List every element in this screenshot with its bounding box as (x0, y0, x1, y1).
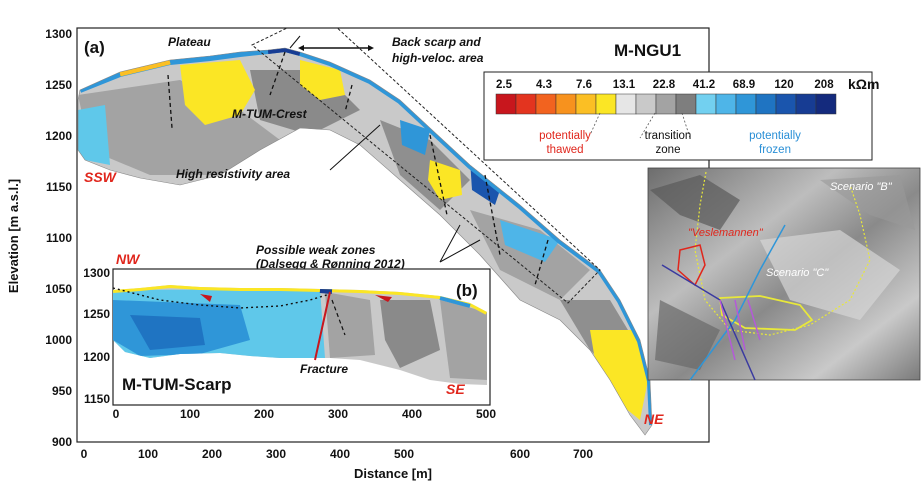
fracture-label: Fracture (300, 362, 348, 376)
legend-swatch (515, 93, 537, 115)
legend-swatch (595, 93, 617, 115)
legend-swatch (755, 93, 777, 115)
x-tick: 300 (328, 407, 348, 421)
legend-colorbar (495, 93, 837, 115)
legend-transition-1: transition (645, 130, 692, 142)
legend-thawed-2: thawed (546, 144, 583, 156)
legend-value: 13.1 (613, 79, 636, 91)
legend-swatch (795, 93, 817, 115)
back-scarp-box (251, 28, 601, 304)
panel-b-x-ticks: 0 100 200 300 400 500 (113, 407, 497, 421)
legend-value: 41.2 (693, 79, 715, 91)
x-tick: 200 (202, 447, 222, 461)
scenario-c-label: Scenario "C" (766, 267, 829, 279)
profile-name-b: M-TUM-Scarp (122, 375, 232, 394)
direction-ssw: SSW (84, 169, 118, 185)
legend-swatch (615, 93, 637, 115)
y-tick: 1100 (46, 231, 72, 245)
scenario-b-label: Scenario "B" (830, 181, 893, 193)
y-tick: 1250 (45, 78, 72, 92)
x-tick: 100 (180, 407, 200, 421)
legend-swatch (815, 93, 837, 115)
legend-swatch (675, 93, 697, 115)
direction-se: SE (446, 381, 465, 397)
legend-thawed-1: potentially (539, 130, 591, 142)
legend-swatch (555, 93, 577, 115)
y-tick: 1050 (45, 282, 72, 296)
x-tick: 200 (254, 407, 274, 421)
y-tick: 1300 (45, 27, 72, 41)
x-tick: 400 (402, 407, 422, 421)
legend-value: 68.9 (733, 79, 755, 91)
x-tick: 0 (81, 447, 88, 461)
x-tick: 400 (330, 447, 350, 461)
x-tick: 300 (266, 447, 286, 461)
x-tick: 700 (573, 447, 593, 461)
direction-ne: NE (644, 411, 664, 427)
x-axis-label: Distance [m] (354, 466, 432, 481)
legend-frozen-1: potentially (749, 130, 801, 142)
legend-value: 208 (814, 79, 834, 91)
direction-nw: NW (116, 251, 141, 267)
profile-name-a: M-NGU1 (614, 41, 681, 60)
legend-unit: kΩm (848, 76, 879, 92)
resistivity-legend: 2.5 4.3 7.6 13.1 22.8 41.2 68.9 120 208 … (483, 71, 879, 161)
x-tick: 600 (510, 447, 530, 461)
legend-swatch (715, 93, 737, 115)
legend-value: 4.3 (536, 79, 552, 91)
crest-label: M-TUM-Crest (232, 107, 308, 121)
legend-swatch (535, 93, 557, 115)
back-scarp-label-1: Back scarp and (392, 35, 481, 49)
y-tick: 1150 (46, 180, 72, 194)
panel-b-label: (b) (456, 281, 478, 300)
y-tick: 1200 (45, 129, 72, 143)
legend-value: 120 (774, 79, 793, 91)
legend-swatch (695, 93, 717, 115)
legend-transition-2: zone (656, 144, 681, 156)
x-tick: 0 (113, 407, 120, 421)
y-tick: 1300 (83, 266, 110, 280)
y-tick: 950 (52, 384, 72, 398)
x-tick: 500 (394, 447, 414, 461)
y-tick: 1150 (84, 392, 110, 406)
panel-b-y-ticks: 1300 1250 1200 1150 (83, 266, 110, 406)
legend-value: 7.6 (576, 79, 592, 91)
legend-swatch (635, 93, 657, 115)
weak-zones-label-1: Possible weak zones (256, 243, 376, 257)
panel-a-y-ticks: 1300 1250 1200 1150 1100 1050 1000 950 9… (45, 27, 72, 449)
legend-swatch (775, 93, 797, 115)
x-tick: 500 (476, 407, 496, 421)
legend-values: 2.5 4.3 7.6 13.1 22.8 41.2 68.9 120 208 (496, 79, 834, 91)
back-scarp-label-2: high-veloc. area (392, 51, 484, 65)
veslemannen-label: "Veslemannen" (688, 227, 764, 239)
legend-value: 2.5 (496, 79, 513, 91)
legend-value: 22.8 (653, 79, 676, 91)
panel-a-label: (a) (84, 38, 105, 57)
legend-swatch (575, 93, 597, 115)
legend-frozen-2: frozen (759, 144, 791, 156)
y-tick: 900 (52, 435, 72, 449)
high-resistivity-label: High resistivity area (176, 167, 290, 181)
map-inset: Scenario "B" Scenario "C" "Veslemannen" (647, 167, 921, 381)
panel-a-x-ticks: 0 100 200 300 400 500 600 700 (81, 447, 594, 461)
legend-swatch (655, 93, 677, 115)
weak-zones-label-2: (Dalsegg & Rønning 2012) (256, 257, 405, 271)
x-tick: 100 (138, 447, 158, 461)
legend-swatch (735, 93, 757, 115)
y-axis-label: Elevation [m a.s.l.] (6, 179, 21, 293)
legend-swatch (495, 93, 517, 115)
y-tick: 1250 (83, 307, 110, 321)
y-tick: 1200 (83, 350, 110, 364)
y-tick: 1000 (45, 333, 72, 347)
plateau-label: Plateau (168, 35, 211, 49)
